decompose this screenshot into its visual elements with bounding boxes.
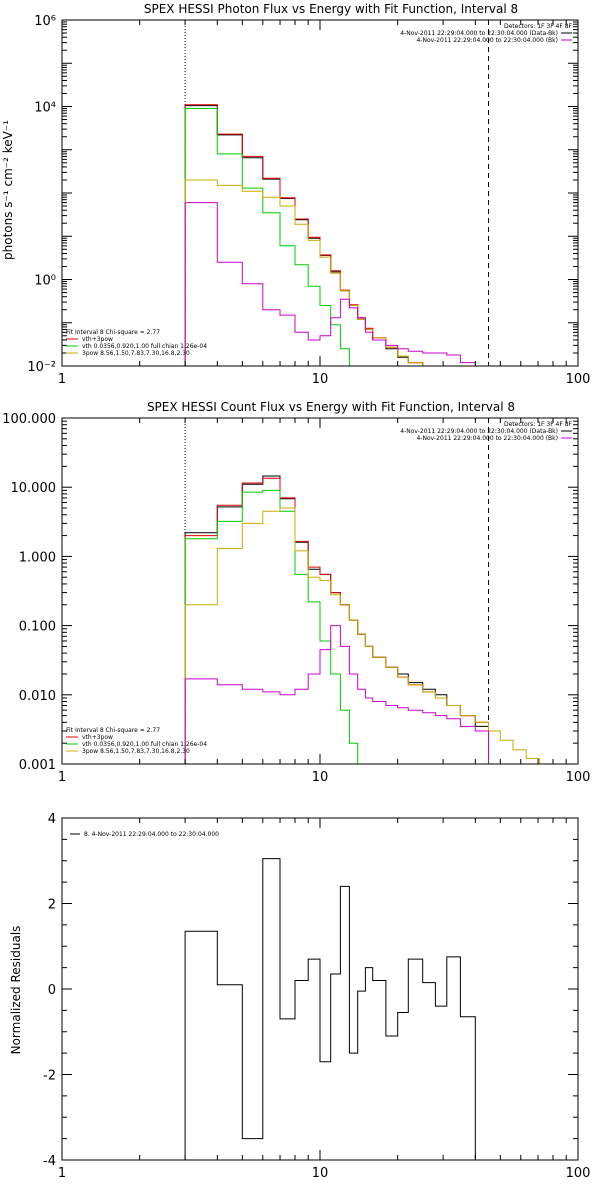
series-background xyxy=(184,625,489,764)
y-tick-label: 0.010 xyxy=(19,689,56,704)
y-tick-label: 2 xyxy=(48,898,56,913)
series-group xyxy=(184,858,476,1160)
series-3pow xyxy=(184,507,553,764)
panel-count-flux-plot: 1 10 100 0.001 0.010 0.100 1.000 10.000 100.000 D… xyxy=(2,412,590,785)
legend-fit-header: Fit Interval 8 Chi-square = 2.77 xyxy=(66,329,160,336)
panel-residuals-ylabel: Normalized Residuals xyxy=(9,926,23,1055)
legend-fit-entry: 3pow 8.56,1.50,7.83,7.30,16.8,2.30 xyxy=(82,748,190,755)
x-tick-label: 1 xyxy=(58,372,66,387)
panel-count-flux: SPEX HESSI Count Flux vs Energy with Fit… xyxy=(2,400,590,785)
legend-fit-header: Fit Interval 8 Chi-square = 2.77 xyxy=(66,727,160,734)
legend-fit-entry: vth 0.0356,0.920,1.00 full chian 1.26e-0… xyxy=(82,741,207,748)
series-vth xyxy=(184,108,358,366)
legend-fit-entry: vth 0.0356,0.920,1.00 full chian 1.26e-0… xyxy=(82,343,207,350)
y-tick-label: 4 xyxy=(48,812,56,827)
series-background xyxy=(184,202,489,366)
panel-photon-flux-plot: 1 10 100 10⁻² 10⁰ 10⁴ 10⁶ Detectors: 1F 3F 4F 8… xyxy=(27,14,590,387)
series-data xyxy=(184,105,489,366)
axes-frame xyxy=(61,417,579,765)
x-tick-label: 100 xyxy=(566,1166,591,1181)
series-residuals xyxy=(184,858,476,1160)
series-group xyxy=(184,104,527,366)
x-tick-label: 100 xyxy=(566,372,591,387)
panel-count-flux-title: SPEX HESSI Count Flux vs Energy with Fit… xyxy=(147,400,515,414)
series-vth+3pow xyxy=(184,104,489,366)
y-tick-label: -2 xyxy=(43,1069,56,1084)
series-group xyxy=(184,475,553,764)
legend-detectors: Detectors: 1F 3F 4F 8F xyxy=(504,23,573,30)
panel-residuals-plot: 1 10 100 -4 -2 0 2 4 8. 4-Nov-2011 22:29:04.000 … xyxy=(43,812,590,1181)
axes-frame xyxy=(61,19,579,367)
y-tick-label: 10⁻² xyxy=(27,360,56,375)
y-tick-label: 0.001 xyxy=(19,758,56,773)
x-tick-label: 1 xyxy=(58,770,66,785)
panel-photon-flux-title: SPEX HESSI Photon Flux vs Energy with Fi… xyxy=(144,2,518,16)
legend-fit-entry: vth+3pow xyxy=(82,336,113,343)
y-tick-label: 10.000 xyxy=(11,481,57,496)
y-tick-label: 100.000 xyxy=(2,412,56,427)
x-tick-label: 1 xyxy=(58,1166,66,1181)
series-vth xyxy=(184,489,366,764)
legend-entry: 4-Nov-2011 22:29:04.000 to 22:30:04.000 … xyxy=(400,428,558,435)
x-tick-label: 100 xyxy=(566,770,591,785)
series-3pow xyxy=(184,179,527,366)
y-tick-label: 0.100 xyxy=(19,620,56,635)
legend-entry: 4-Nov-2011 22:29:04.000 to 22:30:04.000 … xyxy=(416,37,558,44)
legend-entry: 4-Nov-2011 22:29:04.000 to 22:30:04.000 … xyxy=(416,435,558,442)
panel-photon-flux-ylabel: photons s⁻¹ cm⁻² keV⁻¹ xyxy=(1,120,15,260)
x-tick-label: 10 xyxy=(312,372,329,387)
panel-photon-flux: SPEX HESSI Photon Flux vs Energy with Fi… xyxy=(1,2,590,387)
series-data xyxy=(184,475,489,764)
legend-entry: 8. 4-Nov-2011 22:29:04.000 to 22:30:04.0… xyxy=(84,831,219,838)
x-tick-label: 10 xyxy=(312,1166,329,1181)
y-tick-label: -4 xyxy=(43,1154,56,1169)
y-tick-label: 1.000 xyxy=(19,550,56,565)
y-tick-label: 10⁶ xyxy=(34,14,56,29)
legend-entry: 4-Nov-2011 22:29:04.000 to 22:30:04.000 … xyxy=(400,30,558,37)
x-tick-label: 10 xyxy=(312,770,329,785)
panel-residuals: Normalized Residuals 1 10 100 -4 -2 0 2 4 8. 4-N… xyxy=(9,812,590,1181)
y-tick-label: 10⁴ xyxy=(34,101,56,116)
y-tick-label: 0 xyxy=(48,983,56,998)
y-tick-label: 10⁰ xyxy=(34,274,56,289)
legend-detectors: Detectors: 1F 3F 4F 8F xyxy=(504,421,573,428)
legend-fit-entry: 3pow 8.56,1.50,7.83,7.30,16.8,2.30 xyxy=(82,350,190,357)
legend-fit-entry: vth+3pow xyxy=(82,734,113,741)
